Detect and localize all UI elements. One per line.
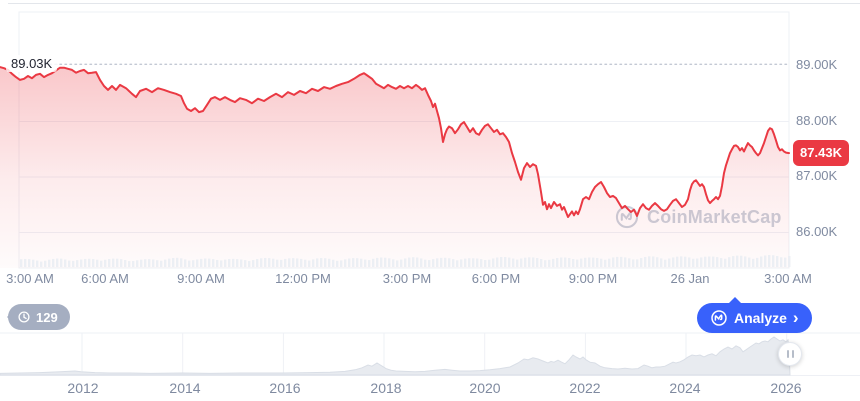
time-axis-label: 12:00 PM xyxy=(275,271,331,286)
price-axis-label: 89.00K xyxy=(796,57,838,72)
price-axis-label: 87.00K xyxy=(796,168,838,183)
watchers-badge[interactable]: 129 xyxy=(7,304,70,330)
year-axis-label: 2022 xyxy=(569,380,601,396)
year-axis-label: 2016 xyxy=(269,380,301,396)
time-axis-label: 6:00 PM xyxy=(471,271,521,286)
year-axis-label: 2018 xyxy=(370,380,402,396)
watchers-count: 129 xyxy=(36,309,58,325)
time-axis-label: 9:00 PM xyxy=(568,271,618,286)
time-axis-label: 9:00 AM xyxy=(177,271,225,286)
clock-icon xyxy=(18,311,30,323)
year-axis-label: 2026 xyxy=(770,380,802,396)
open-price-label: 89.03K xyxy=(6,55,58,72)
year-axis-label: 2020 xyxy=(469,380,501,396)
year-axis-label: 2012 xyxy=(67,380,99,396)
price-axis-label: 88.00K xyxy=(796,112,838,128)
time-axis-label: 6:00 AM xyxy=(81,271,129,286)
year-axis-label: 2014 xyxy=(169,380,201,396)
top-divider xyxy=(8,3,860,4)
time-axis-label: 26 Jan xyxy=(670,271,710,286)
analyze-button[interactable]: Analyze › xyxy=(697,297,812,333)
handle-grip-bar xyxy=(791,350,794,358)
coinmarketcap-logo-icon xyxy=(711,310,727,326)
time-axis-label: 3:00 PM xyxy=(382,271,432,286)
price-axis-label: 86.00K xyxy=(796,223,838,239)
current-price-badge: 87.43K xyxy=(793,140,849,166)
time-axis-label: 3:00 AM xyxy=(764,271,812,286)
handle-grip-bar xyxy=(786,350,789,358)
time-axis-label: 3:00 AM xyxy=(6,271,54,286)
year-axis-label: 2024 xyxy=(669,380,701,396)
analyze-label: Analyze xyxy=(734,310,787,326)
range-slider-handle[interactable] xyxy=(778,342,802,366)
chevron-right-icon: › xyxy=(792,307,799,327)
